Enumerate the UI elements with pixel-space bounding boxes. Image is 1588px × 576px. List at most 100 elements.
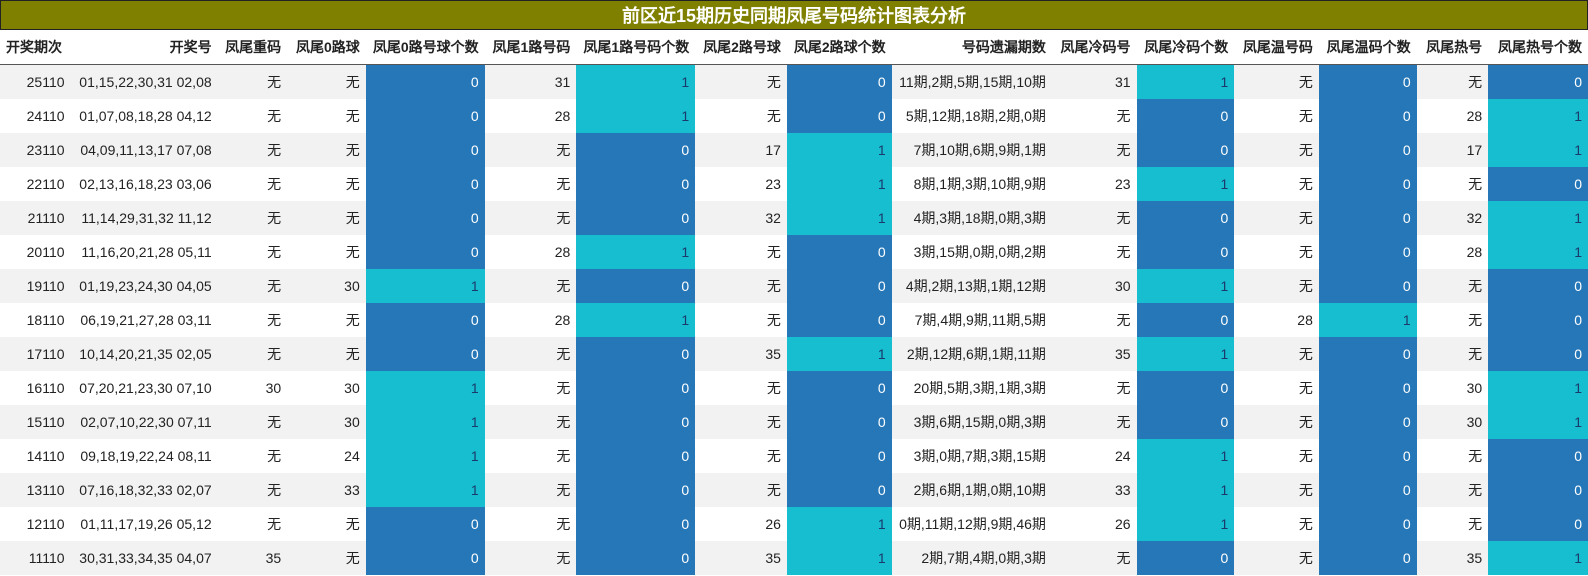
table-cell[interactable]: 无	[695, 371, 787, 405]
table-cell[interactable]: 30	[1416, 371, 1489, 405]
table-cell[interactable]: 0	[1318, 167, 1417, 201]
table-cell[interactable]: 无	[484, 405, 577, 439]
header-cell[interactable]: 凤尾0路球	[287, 30, 366, 65]
table-cell[interactable]: 24	[1051, 439, 1137, 473]
table-cell[interactable]: 无	[1416, 167, 1489, 201]
table-cell[interactable]: 无	[217, 405, 288, 439]
table-cell[interactable]: 26	[1051, 507, 1137, 541]
table-cell[interactable]: 无	[1234, 439, 1319, 473]
header-cell[interactable]: 凤尾2路球个数	[786, 30, 892, 65]
table-cell[interactable]: 1	[786, 507, 892, 541]
table-cell[interactable]: 0	[1136, 235, 1235, 269]
header-cell[interactable]: 凤尾热号个数	[1488, 30, 1588, 65]
table-cell[interactable]: 0	[1318, 473, 1417, 507]
header-cell[interactable]: 凤尾重码	[217, 30, 288, 65]
table-cell[interactable]: 无	[484, 167, 577, 201]
table-cell[interactable]: 无	[217, 507, 288, 541]
table-cell[interactable]: 1	[786, 337, 892, 371]
table-cell[interactable]: 无	[1051, 541, 1137, 575]
table-cell[interactable]: 无	[484, 541, 577, 575]
table-cell[interactable]: 0	[576, 269, 696, 303]
table-cell[interactable]: 1	[365, 405, 485, 439]
table-cell[interactable]: 24	[287, 439, 366, 473]
table-cell[interactable]: 2期,12期,6期,1期,11期	[891, 337, 1052, 371]
table-cell[interactable]: 26	[695, 507, 787, 541]
header-cell[interactable]: 凤尾热号	[1416, 30, 1489, 65]
table-cell[interactable]: 28	[484, 303, 577, 337]
table-cell[interactable]: 1	[1136, 167, 1235, 201]
table-cell[interactable]: 无	[1234, 133, 1319, 167]
table-cell[interactable]: 0	[365, 64, 485, 99]
table-cell[interactable]: 0	[1136, 405, 1235, 439]
table-cell[interactable]: 无	[217, 269, 288, 303]
table-cell[interactable]: 无	[1416, 439, 1489, 473]
table-cell[interactable]: 32	[1416, 201, 1489, 235]
table-cell[interactable]: 无	[1234, 235, 1319, 269]
table-cell[interactable]: 11,16,20,21,28 05,11	[70, 235, 218, 269]
table-cell[interactable]: 1	[1136, 269, 1235, 303]
table-cell[interactable]: 无	[1051, 99, 1137, 133]
table-cell[interactable]: 无	[217, 133, 288, 167]
table-cell[interactable]: 1	[1318, 303, 1417, 337]
table-cell[interactable]: 15110	[0, 405, 71, 439]
table-cell[interactable]: 0	[576, 473, 696, 507]
table-cell[interactable]: 无	[217, 99, 288, 133]
table-cell[interactable]: 0	[1136, 99, 1235, 133]
table-cell[interactable]: 无	[1234, 64, 1319, 99]
table-cell[interactable]: 0	[1318, 439, 1417, 473]
table-cell[interactable]: 无	[217, 201, 288, 235]
table-cell[interactable]: 0	[1488, 337, 1588, 371]
table-cell[interactable]: 5期,12期,18期,2期,0期	[891, 99, 1052, 133]
table-cell[interactable]: 1	[576, 235, 696, 269]
table-cell[interactable]: 无	[1416, 507, 1489, 541]
table-cell[interactable]: 18110	[0, 303, 71, 337]
table-cell[interactable]: 0	[1318, 99, 1417, 133]
table-cell[interactable]: 28	[484, 99, 577, 133]
table-cell[interactable]: 0期,11期,12期,9期,46期	[891, 507, 1052, 541]
table-cell[interactable]: 0	[365, 337, 485, 371]
table-cell[interactable]: 0	[576, 167, 696, 201]
table-cell[interactable]: 无	[217, 439, 288, 473]
table-cell[interactable]: 无	[217, 337, 288, 371]
table-cell[interactable]: 8期,1期,3期,10期,9期	[891, 167, 1052, 201]
table-cell[interactable]: 1	[1136, 473, 1235, 507]
table-cell[interactable]: 无	[287, 99, 366, 133]
table-cell[interactable]: 1	[1488, 405, 1588, 439]
table-cell[interactable]: 23	[695, 167, 787, 201]
table-cell[interactable]: 28	[1416, 235, 1489, 269]
table-cell[interactable]: 无	[1416, 303, 1489, 337]
table-cell[interactable]: 0	[1318, 133, 1417, 167]
table-cell[interactable]: 35	[217, 541, 288, 575]
table-cell[interactable]: 4期,3期,18期,0期,3期	[891, 201, 1052, 235]
table-cell[interactable]: 无	[1416, 337, 1489, 371]
table-cell[interactable]: 35	[695, 541, 787, 575]
table-cell[interactable]: 无	[695, 439, 787, 473]
table-cell[interactable]: 0	[1488, 269, 1588, 303]
table-cell[interactable]: 3期,0期,7期,3期,15期	[891, 439, 1052, 473]
table-cell[interactable]: 无	[217, 303, 288, 337]
table-cell[interactable]: 35	[1051, 337, 1137, 371]
header-cell[interactable]: 凤尾温码个数	[1318, 30, 1417, 65]
table-cell[interactable]: 1	[1488, 541, 1588, 575]
table-cell[interactable]: 0	[365, 235, 485, 269]
table-cell[interactable]: 1	[1136, 337, 1235, 371]
table-cell[interactable]: 16110	[0, 371, 71, 405]
table-cell[interactable]: 25110	[0, 64, 71, 99]
table-cell[interactable]: 无	[1051, 405, 1137, 439]
table-cell[interactable]: 1	[1136, 439, 1235, 473]
table-cell[interactable]: 3期,6期,15期,0期,3期	[891, 405, 1052, 439]
table-cell[interactable]: 无	[484, 337, 577, 371]
table-cell[interactable]: 0	[1488, 507, 1588, 541]
header-cell[interactable]: 开奖号	[70, 30, 218, 65]
table-cell[interactable]: 无	[287, 303, 366, 337]
table-cell[interactable]: 11期,2期,5期,15期,10期	[891, 64, 1052, 99]
table-cell[interactable]: 04,09,11,13,17 07,08	[70, 133, 218, 167]
table-cell[interactable]: 无	[1234, 167, 1319, 201]
table-cell[interactable]: 1	[365, 269, 485, 303]
table-cell[interactable]: 0	[576, 405, 696, 439]
table-cell[interactable]: 7期,10期,6期,9期,1期	[891, 133, 1052, 167]
table-cell[interactable]: 0	[1136, 541, 1235, 575]
table-cell[interactable]: 无	[484, 269, 577, 303]
table-cell[interactable]: 无	[1051, 371, 1137, 405]
table-cell[interactable]: 0	[365, 99, 485, 133]
